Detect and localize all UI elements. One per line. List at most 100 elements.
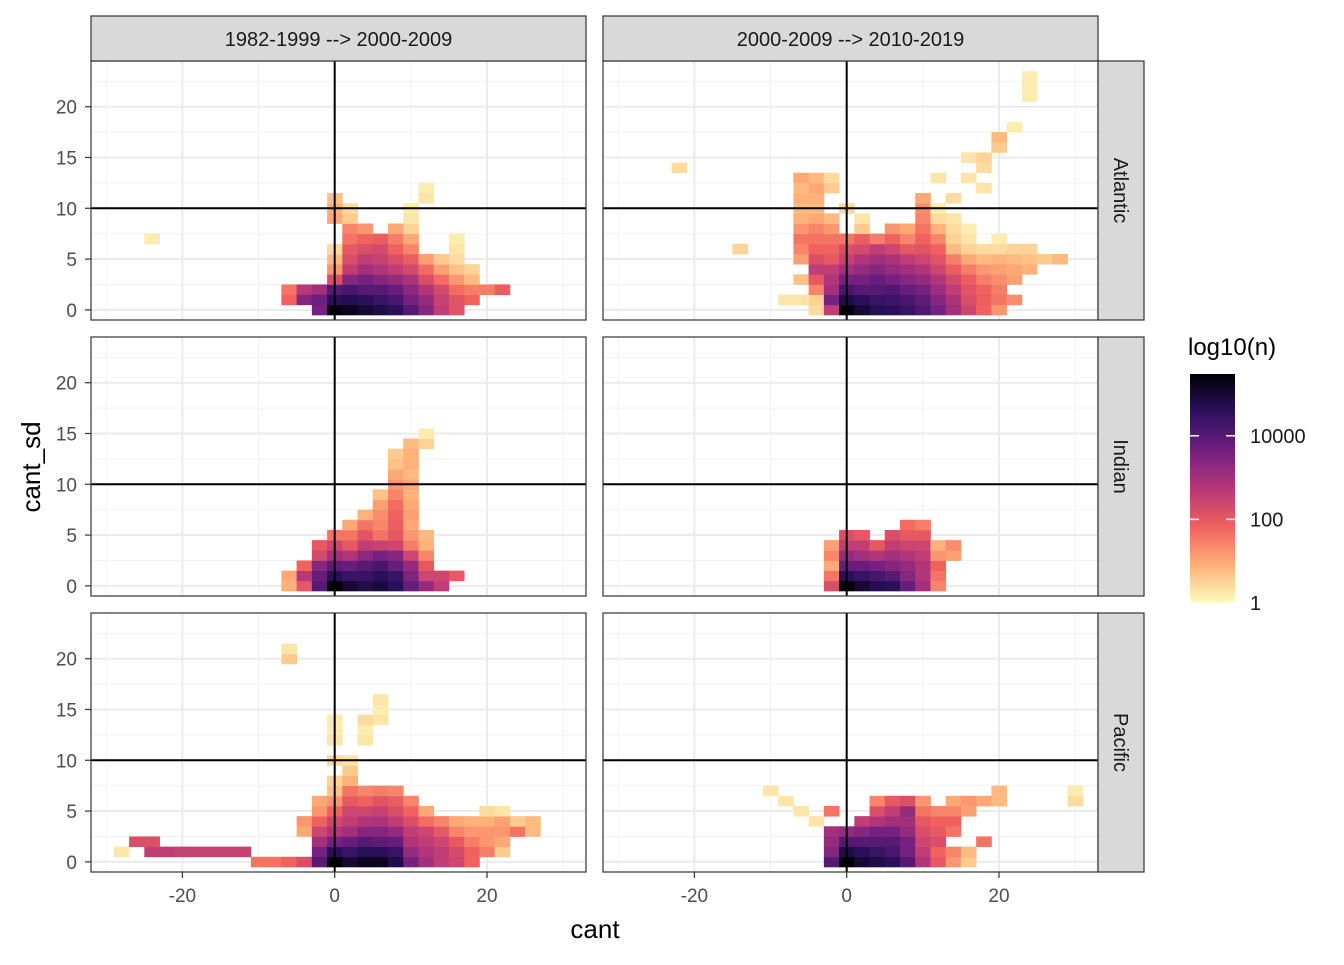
heatmap-bin xyxy=(448,233,465,245)
heatmap-bin xyxy=(464,264,480,275)
heatmap-bin xyxy=(525,826,541,837)
heatmap-bin xyxy=(372,519,389,531)
heatmap-bin xyxy=(403,243,419,255)
row-strip: Atlantic xyxy=(1097,60,1145,321)
heatmap-bin xyxy=(388,264,404,275)
heatmap-bin xyxy=(823,294,840,306)
heatmap-bin xyxy=(388,448,404,460)
heatmap-bin xyxy=(357,540,374,551)
heatmap-bin xyxy=(403,529,419,541)
heatmap-bin xyxy=(945,795,962,807)
heatmap-bin xyxy=(854,529,870,541)
heatmap-bin xyxy=(388,243,404,255)
heatmap-bin xyxy=(960,233,977,245)
heatmap-bin xyxy=(930,816,947,827)
heatmap-bin xyxy=(311,836,328,848)
heatmap-bin xyxy=(915,856,931,868)
heatmap-bin xyxy=(357,253,374,265)
heatmap-bin xyxy=(1006,294,1023,306)
heatmap-bin xyxy=(945,223,962,235)
heatmap-bin xyxy=(403,489,419,500)
legend-tick-label: 100 xyxy=(1250,509,1283,531)
heatmap-bin xyxy=(372,805,389,817)
panel-pacific-2 xyxy=(602,612,1099,873)
heatmap-bin xyxy=(884,795,901,807)
heatmap-bin xyxy=(976,264,992,275)
heatmap-bin xyxy=(448,816,465,827)
x-tick-label: -20 xyxy=(169,886,196,907)
heatmap-bin xyxy=(960,274,977,285)
heatmap-bin xyxy=(372,489,389,500)
heatmap-bin xyxy=(930,580,947,592)
heatmap-bin xyxy=(281,284,298,296)
strip-background xyxy=(90,15,587,62)
strip-background xyxy=(602,15,1099,62)
heatmap-bin xyxy=(403,253,419,265)
heatmap-bin xyxy=(900,836,916,848)
heatmap-bin xyxy=(266,856,282,868)
heatmap-bin xyxy=(418,846,435,858)
heatmap-bin xyxy=(884,233,901,245)
y-tick-label: 0 xyxy=(66,577,77,598)
heatmap-bin xyxy=(900,519,916,531)
heatmap-bin xyxy=(793,182,810,194)
heatmap-bin xyxy=(464,836,480,848)
heatmap-bin xyxy=(525,816,541,827)
heatmap-bin xyxy=(418,836,435,848)
x-tick-label: -20 xyxy=(681,886,708,907)
heatmap-bin xyxy=(960,253,977,265)
heatmap-bin xyxy=(342,560,358,572)
heatmap-bin xyxy=(448,274,465,285)
heatmap-bin xyxy=(900,253,916,265)
heatmap-bin xyxy=(808,294,825,306)
heatmap-bin xyxy=(869,233,886,245)
heatmap-bin xyxy=(960,284,977,296)
heatmap-bin xyxy=(388,233,404,245)
heatmap-bin xyxy=(357,856,374,868)
heatmap-bin xyxy=(144,233,160,245)
panel-indian-2 xyxy=(602,336,1099,597)
heatmap-bin xyxy=(418,284,435,296)
heatmap-bin xyxy=(854,264,870,275)
heatmap-bin xyxy=(342,775,358,787)
heatmap-bin xyxy=(311,560,328,572)
heatmap-bin xyxy=(991,795,1008,807)
heatmap-bin xyxy=(884,253,901,265)
heatmap-bin xyxy=(884,243,901,255)
strips-layer: 1982-1999 --> 2000-2009 2000-2009 --> 201… xyxy=(90,15,1145,873)
heatmap-bin xyxy=(357,570,374,582)
heatmap-bin xyxy=(991,233,1008,245)
heatmap-bin xyxy=(342,836,358,848)
heatmap-bin xyxy=(808,243,825,255)
heatmap-bin xyxy=(144,836,160,848)
legend-ticks: 1 100 10000 xyxy=(1190,426,1306,615)
heatmap-bin xyxy=(960,294,977,306)
heatmap-bin xyxy=(403,438,419,450)
heatmap-bin xyxy=(403,304,419,316)
heatmap-bin xyxy=(388,795,404,807)
heatmap-bin xyxy=(509,826,526,837)
heatmap-bin xyxy=(854,846,870,858)
heatmap-bin xyxy=(930,264,947,275)
heatmap-bin xyxy=(991,294,1008,306)
heatmap-bin xyxy=(433,846,450,858)
heatmap-bin xyxy=(976,182,992,194)
heatmap-bin xyxy=(464,846,480,858)
heatmap-bin xyxy=(159,846,176,858)
heatmap-bin xyxy=(342,253,358,265)
heatmap-bin xyxy=(884,570,901,582)
heatmap-bin xyxy=(418,856,435,868)
heatmap-bin xyxy=(915,264,931,275)
row-strip: Indian xyxy=(1097,336,1145,597)
heatmap-bin xyxy=(960,846,977,858)
heatmap-bin xyxy=(342,846,358,858)
heatmap-bin xyxy=(388,458,404,470)
heatmap-bin xyxy=(823,570,840,582)
heatmap-bin xyxy=(945,540,962,551)
heatmap-bin xyxy=(388,560,404,572)
heatmap-bin xyxy=(945,805,962,817)
heatmap-bin xyxy=(372,846,389,858)
heatmap-bin xyxy=(281,643,298,655)
heatmap-bin xyxy=(403,836,419,848)
heatmap-bin xyxy=(403,846,419,858)
